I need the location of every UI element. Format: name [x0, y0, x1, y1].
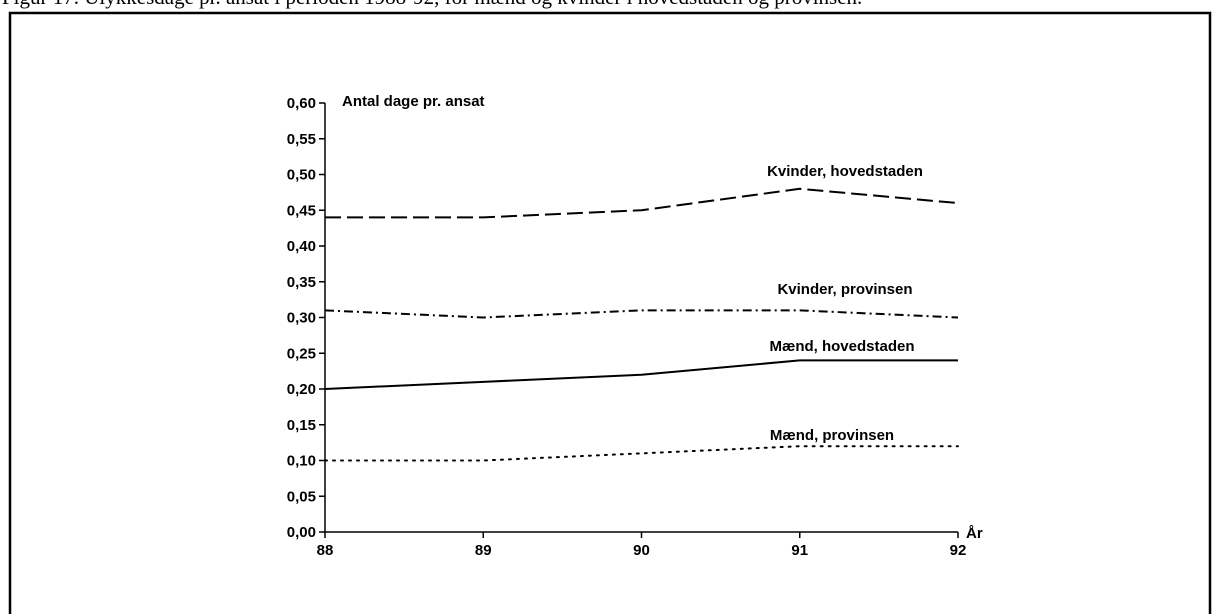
series-label-0: Kvinder, hovedstaden [767, 163, 923, 180]
y-tick-label: 0,45 [287, 202, 316, 219]
x-tick-label: 88 [317, 542, 334, 559]
x-tick-label: 91 [791, 542, 808, 559]
series-line-1 [324, 309, 959, 319]
y-tick-label: 0,35 [287, 274, 316, 291]
y-tick-label: 0,00 [287, 524, 316, 541]
figure-caption: Figur 17. Ulykkesdage pr. ansat i period… [2, 0, 862, 9]
y-tick-label: 0,10 [287, 453, 316, 470]
y-tick-label: 0,20 [287, 381, 316, 398]
series-lines [324, 187, 959, 462]
y-axis-title: Antal dage pr. ansat [342, 93, 485, 110]
y-tick-label: 0,30 [287, 310, 316, 327]
x-tick-label: 90 [633, 542, 650, 559]
series-line-2 [324, 359, 958, 390]
y-axis-ticks: 0,00 0,05 0,10 0,15 0,20 0,25 0,30 0,35 0,40 0,45… [287, 95, 325, 541]
series-labels: Kvinder, hovedstaden Kvinder, provinsen Mæ… [767, 163, 923, 444]
y-tick-label: 0,05 [287, 488, 316, 505]
y-tick-label: 0,50 [287, 167, 316, 184]
y-tick-label: 0,40 [287, 238, 316, 255]
x-tick-label: 89 [475, 542, 492, 559]
series-label-3: Mænd, provinsen [770, 427, 894, 444]
x-axis-ticks: 88 89 90 91 92 [317, 532, 967, 559]
x-axis-title: År [966, 525, 983, 542]
y-tick-label: 0,60 [287, 95, 316, 112]
y-tick-label: 0,55 [287, 131, 316, 148]
series-label-1: Kvinder, provinsen [777, 281, 912, 298]
series-line-0 [325, 187, 959, 219]
series-line-3 [324, 445, 959, 462]
x-tick-label: 92 [950, 542, 967, 559]
y-tick-label: 0,15 [287, 417, 316, 434]
figure-border [8, 11, 1212, 614]
y-tick-label: 0,25 [287, 345, 316, 362]
series-label-2: Mænd, hovedstaden [769, 338, 914, 355]
